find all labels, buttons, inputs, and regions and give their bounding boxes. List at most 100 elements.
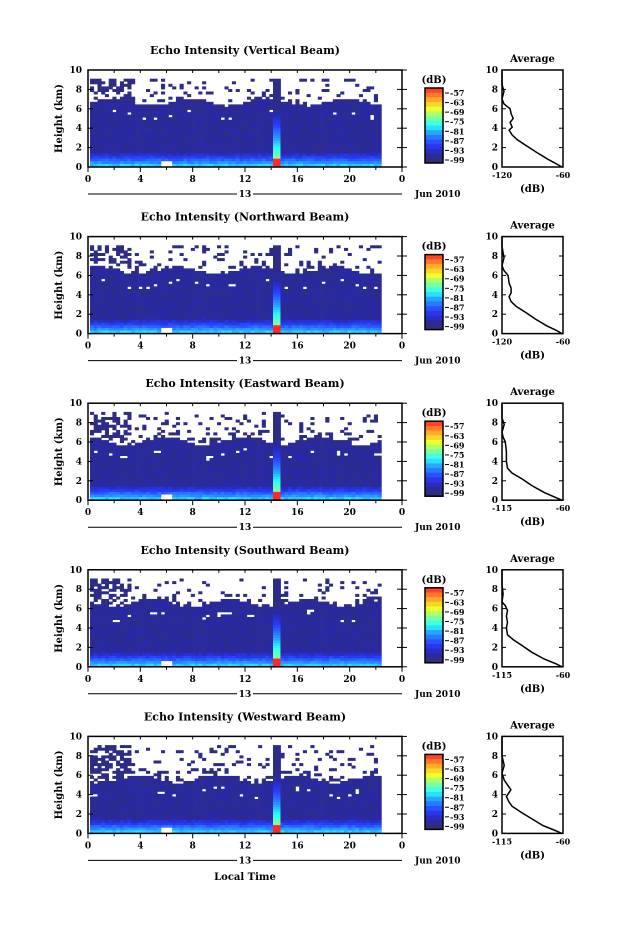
heatmap-cell bbox=[172, 279, 176, 282]
heatmap-cell bbox=[251, 320, 255, 323]
heatmap-cell bbox=[157, 153, 161, 156]
heatmap-cell bbox=[98, 479, 102, 482]
heatmap-cell bbox=[269, 248, 273, 251]
heatmap-cell bbox=[225, 130, 229, 133]
heatmap-cell bbox=[318, 297, 322, 300]
heatmap-cell bbox=[116, 128, 120, 131]
heatmap-cell bbox=[127, 427, 131, 430]
heatmap-cell bbox=[120, 453, 124, 456]
heatmap-cell bbox=[165, 471, 169, 474]
heatmap-cell bbox=[284, 312, 288, 315]
heatmap-cell bbox=[142, 325, 146, 328]
heatmap-cell bbox=[112, 146, 116, 149]
heatmap-cell bbox=[98, 453, 102, 456]
heatmap-cell bbox=[124, 450, 128, 453]
heatmap-cell bbox=[299, 158, 303, 161]
heatmap-cell bbox=[120, 294, 124, 297]
heatmap-cell bbox=[90, 112, 94, 115]
heatmap-cell bbox=[187, 317, 191, 320]
heatmap-cell bbox=[98, 135, 102, 138]
heatmap-cell bbox=[120, 104, 124, 107]
heatmap-cell bbox=[258, 304, 262, 307]
heatmap-cell bbox=[127, 276, 131, 279]
heatmap-cell bbox=[195, 99, 199, 102]
heatmap-cell bbox=[232, 279, 236, 282]
heatmap-cell bbox=[124, 250, 128, 253]
heatmap-cell bbox=[161, 135, 165, 138]
heatmap-cell bbox=[236, 302, 240, 305]
heatmap-cell bbox=[142, 310, 146, 313]
heatmap-cell bbox=[127, 450, 131, 453]
heatmap-cell bbox=[131, 117, 135, 120]
heatmap-cell bbox=[228, 317, 232, 320]
heatmap-cell bbox=[251, 310, 255, 313]
heatmap-cell bbox=[359, 286, 363, 289]
heatmap-cell bbox=[329, 248, 333, 251]
heatmap-cell bbox=[299, 325, 303, 328]
heatmap-cell bbox=[221, 120, 225, 123]
heatmap-cell bbox=[221, 128, 225, 131]
heatmap-cell bbox=[322, 312, 326, 315]
heatmap-cell bbox=[112, 435, 116, 438]
heatmap-cell bbox=[105, 268, 109, 271]
heatmap-cell bbox=[266, 130, 270, 133]
heatmap-cell bbox=[378, 161, 382, 164]
heatmap-cell bbox=[239, 317, 243, 320]
heatmap-cell bbox=[90, 130, 94, 133]
heatmap-cell bbox=[325, 276, 329, 279]
heatmap-cell bbox=[310, 151, 314, 154]
heatmap-cell bbox=[131, 289, 135, 292]
heatmap-cell bbox=[352, 128, 356, 131]
heatmap-cell bbox=[157, 325, 161, 328]
heatmap-cell bbox=[288, 138, 292, 141]
heatmap-cell bbox=[105, 422, 109, 425]
heatmap-cell bbox=[124, 161, 128, 164]
heatmap-cell bbox=[165, 120, 169, 123]
heatmap-cell bbox=[333, 130, 337, 133]
heatmap-cell bbox=[98, 463, 102, 466]
heatmap-cell bbox=[355, 135, 359, 138]
heatmap-cell bbox=[112, 135, 116, 138]
heatmap-cell bbox=[120, 310, 124, 313]
heatmap-cell bbox=[109, 328, 113, 331]
heatmap-cell bbox=[139, 261, 143, 264]
heatmap-cell bbox=[105, 94, 109, 97]
heatmap-cell bbox=[325, 125, 329, 128]
heatmap-cell bbox=[146, 297, 150, 300]
heatmap-cell bbox=[90, 468, 94, 471]
heatmap-cell bbox=[90, 430, 94, 433]
heatmap-cell bbox=[236, 317, 240, 320]
heatmap-cell bbox=[254, 110, 258, 113]
heatmap-cell bbox=[318, 110, 322, 113]
heatmap-cell bbox=[333, 151, 337, 154]
heatmap-cell bbox=[90, 486, 94, 489]
heatmap-cell bbox=[157, 99, 161, 102]
heatmap-cell bbox=[355, 279, 359, 282]
heatmap-cell bbox=[150, 279, 154, 282]
heatmap-cell bbox=[299, 274, 303, 277]
heatmap-cell bbox=[112, 427, 116, 430]
heatmap-cell bbox=[310, 317, 314, 320]
heatmap-cell bbox=[94, 492, 98, 495]
heatmap-cell bbox=[295, 271, 299, 274]
heatmap-cell bbox=[116, 248, 120, 251]
heatmap-cell bbox=[366, 86, 370, 89]
heatmap-cell bbox=[366, 279, 370, 282]
heatmap-cell bbox=[172, 102, 176, 105]
heatmap bbox=[90, 79, 382, 167]
profile-x-tick-label: -60 bbox=[556, 337, 571, 347]
heatmap-cell bbox=[355, 151, 359, 154]
heatmap-cell bbox=[146, 445, 150, 448]
heatmap-cell bbox=[352, 99, 356, 102]
heatmap-cell bbox=[329, 297, 333, 300]
heatmap-cell bbox=[329, 120, 333, 123]
heatmap-cell bbox=[116, 161, 120, 164]
heatmap-cell bbox=[146, 304, 150, 307]
heatmap-cell bbox=[172, 294, 176, 297]
heatmap-cell bbox=[374, 284, 378, 287]
heatmap-cell bbox=[172, 320, 176, 323]
heatmap-cell bbox=[247, 320, 251, 323]
heatmap-cell bbox=[90, 125, 94, 128]
heatmap-cell bbox=[139, 461, 143, 464]
heatmap-cell bbox=[120, 161, 124, 164]
